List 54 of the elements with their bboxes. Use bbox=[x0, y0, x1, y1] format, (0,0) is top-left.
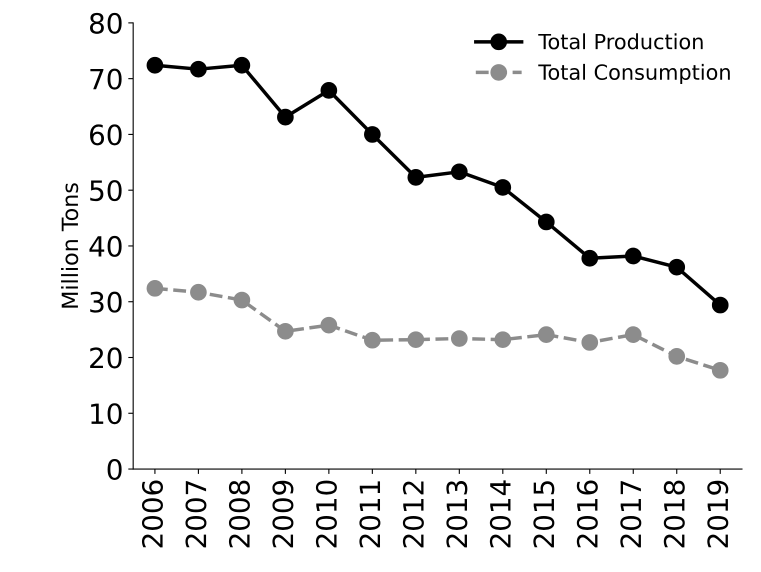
y-tick-label: 0 bbox=[108, 458, 122, 480]
point bbox=[581, 250, 598, 267]
point bbox=[450, 163, 468, 180]
x-tick-label: 2015 bbox=[533, 481, 554, 548]
point bbox=[277, 108, 294, 126]
point bbox=[190, 284, 207, 301]
point bbox=[712, 362, 729, 379]
point bbox=[320, 82, 338, 99]
point bbox=[581, 334, 598, 351]
y-tick-label: 40 bbox=[89, 236, 122, 257]
point bbox=[624, 326, 642, 343]
x-tick-label: 2014 bbox=[490, 480, 511, 548]
point bbox=[364, 126, 381, 143]
x-tick-label: 2010 bbox=[316, 480, 337, 548]
legend-label: Total Consumption bbox=[538, 64, 730, 84]
point bbox=[494, 331, 512, 348]
point bbox=[277, 322, 294, 340]
y-tick-label: 30 bbox=[90, 292, 122, 313]
y-tick-label: 70 bbox=[90, 68, 122, 90]
point bbox=[146, 56, 164, 74]
x-tick-label: 2012 bbox=[402, 482, 424, 548]
point bbox=[234, 56, 250, 74]
y-tick-label: 80 bbox=[90, 12, 122, 34]
x-tick-label: 2017 bbox=[620, 481, 642, 548]
point bbox=[320, 316, 338, 334]
point bbox=[494, 179, 512, 196]
point bbox=[146, 280, 164, 297]
point bbox=[408, 331, 424, 348]
point bbox=[668, 258, 686, 276]
x-tick-label: 2009 bbox=[272, 480, 294, 548]
point bbox=[538, 326, 555, 343]
point bbox=[712, 296, 729, 314]
point bbox=[538, 214, 555, 230]
legend-label: Total Production bbox=[538, 33, 703, 50]
point bbox=[450, 330, 468, 347]
point bbox=[234, 292, 250, 308]
x-tick-label: 2016 bbox=[576, 480, 598, 548]
point bbox=[190, 60, 207, 78]
y-tick-label: 50 bbox=[90, 180, 122, 202]
x-tick-label: 2018 bbox=[664, 480, 685, 548]
x-tick-label: 2011 bbox=[359, 481, 380, 548]
point bbox=[364, 332, 381, 349]
point bbox=[668, 348, 686, 365]
y-axis-title: Million Tons bbox=[61, 183, 78, 308]
point bbox=[624, 248, 642, 264]
point bbox=[408, 169, 424, 186]
x-tick-label: 2006 bbox=[142, 480, 163, 548]
y-tick-label: 20 bbox=[90, 347, 122, 368]
x-tick-label: 2013 bbox=[446, 480, 468, 548]
x-tick-label: 2007 bbox=[185, 481, 206, 548]
y-tick-label: 10 bbox=[91, 403, 122, 424]
x-tick-label: 2019 bbox=[707, 480, 728, 548]
y-tick-label: 60 bbox=[90, 124, 122, 146]
x-tick-label: 2008 bbox=[228, 480, 250, 548]
